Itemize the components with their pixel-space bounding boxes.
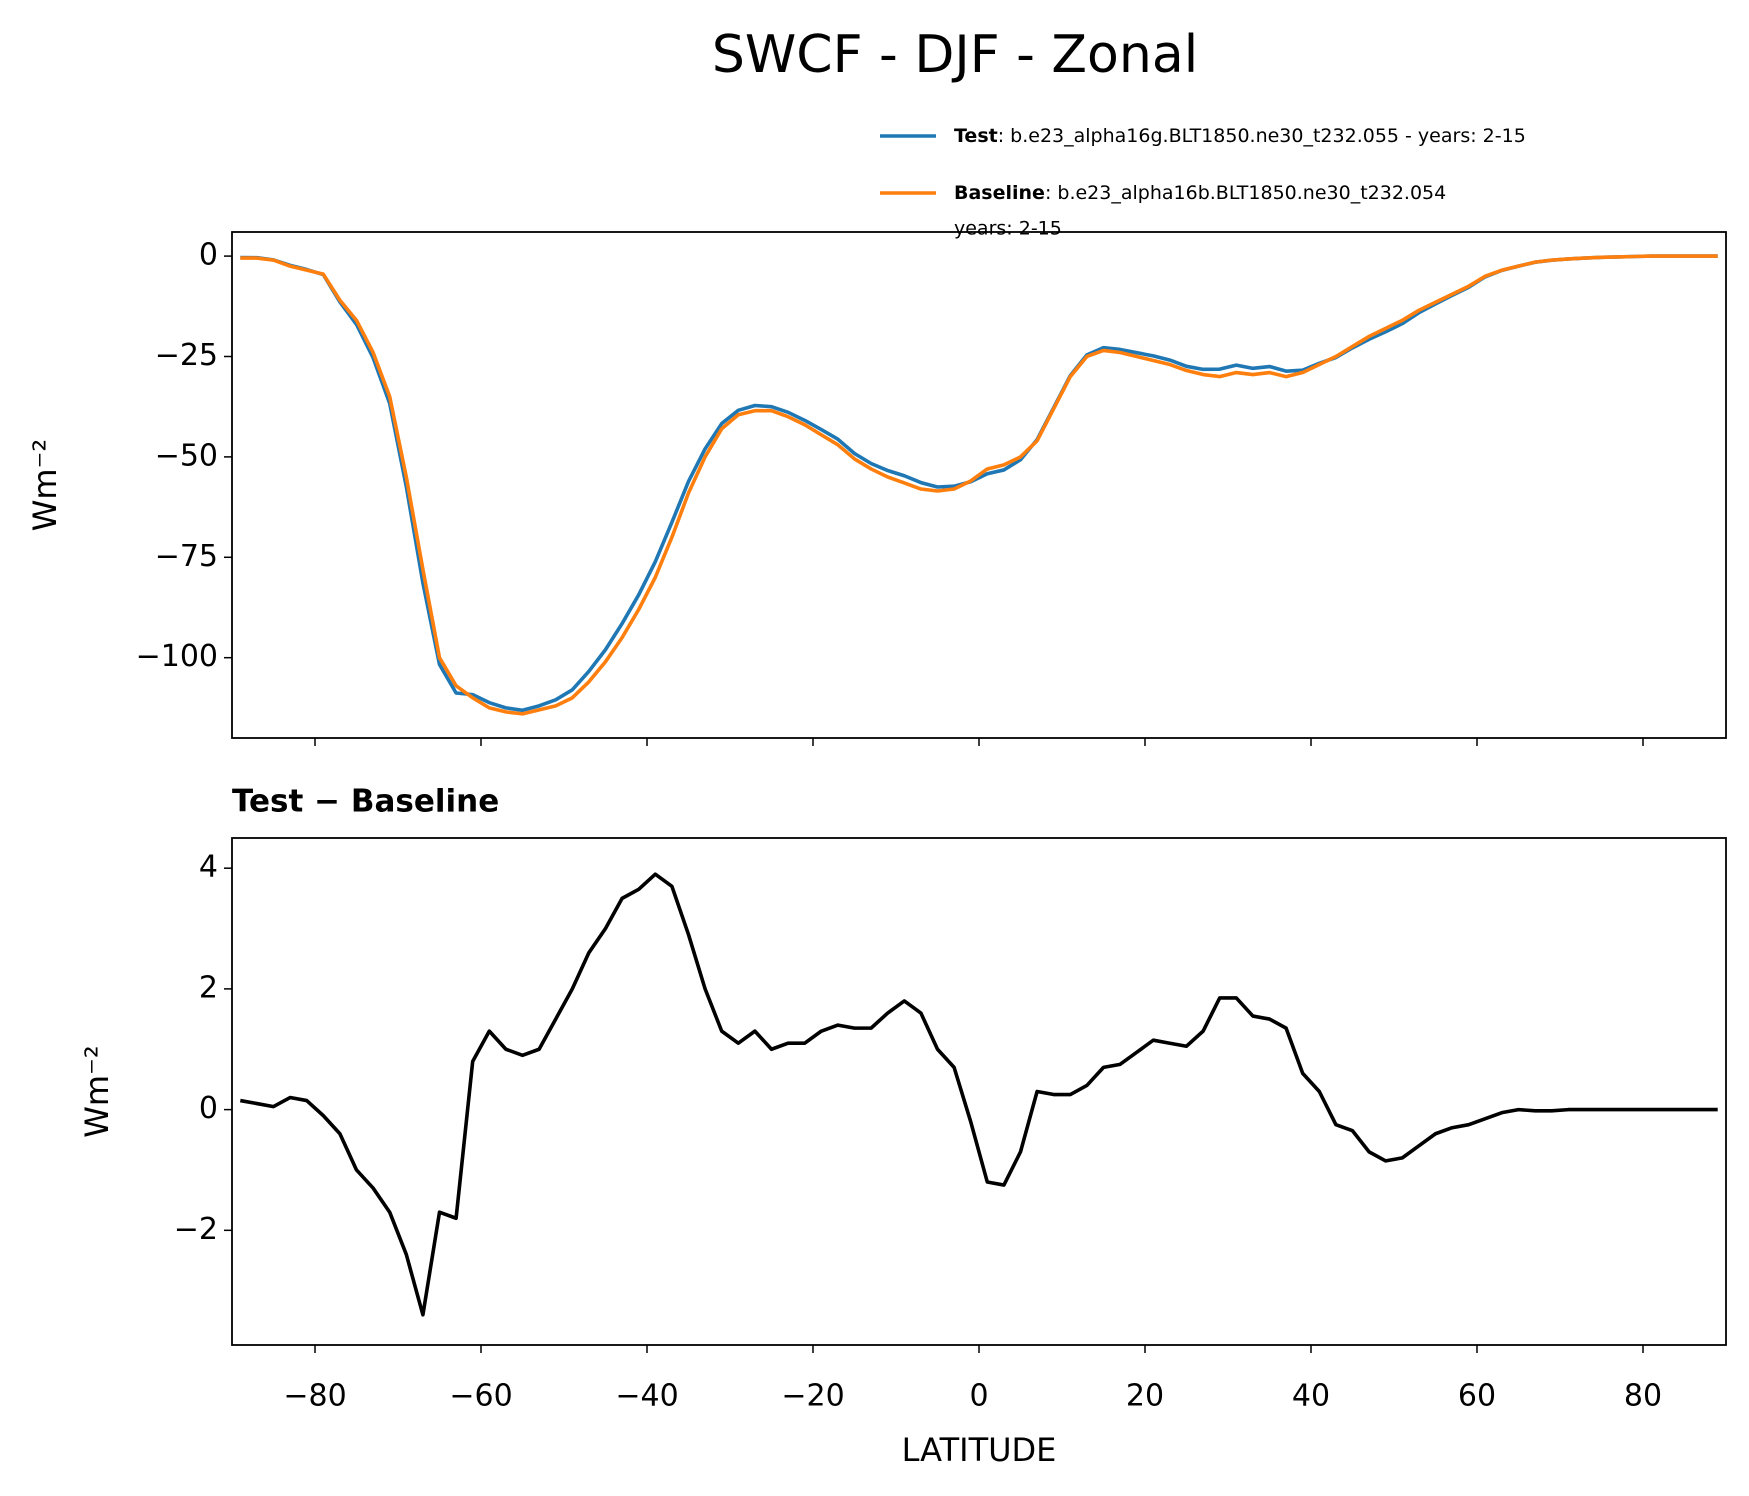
series-line [239,872,1718,1317]
axes-frame [231,837,1727,1346]
axes-frame [231,231,1727,739]
x-tick-label: 40 [1292,1379,1330,1414]
series-line [240,254,1718,716]
legend-name: Test [954,125,998,147]
subplot-title: Test − Baseline [232,784,499,820]
legend-text: : b.e23_alpha16g.BLT1850.ne30_t232.055 -… [998,125,1526,147]
x-tick-label: 60 [1458,1379,1496,1414]
figure-title: SWCF - DJF - Zonal [712,25,1198,85]
x-axis-label: LATITUDE [902,1431,1057,1469]
x-tick-label: 80 [1624,1379,1662,1414]
x-tick-label: 0 [969,1379,988,1414]
y-tick-label: −50 [155,438,218,473]
x-tick-label: −20 [781,1379,844,1414]
legend-label: Baseline: b.e23_alpha16b.BLT1850.ne30_t2… [954,182,1446,204]
legend-text: : b.e23_alpha16b.BLT1850.ne30_t232.054 [1045,182,1446,204]
y-tick-label: −2 [174,1212,218,1247]
y-tick-label: −75 [155,539,218,574]
y-tick-label: −25 [155,338,218,373]
x-tick-label: 20 [1126,1379,1164,1414]
legend-label: years: 2-15 [954,218,1062,240]
x-tick-label: −40 [615,1379,678,1414]
legend-name: Baseline [954,182,1045,204]
y-axis-label: Wm⁻² [26,439,64,532]
y-tick-label: 2 [199,970,218,1005]
legend-label: Test: b.e23_alpha16g.BLT1850.ne30_t232.0… [954,125,1526,147]
y-tick-label: 4 [199,850,218,885]
y-tick-label: 0 [199,1091,218,1126]
y-axis-label: Wm⁻² [78,1045,116,1138]
x-tick-label: −80 [283,1379,346,1414]
x-tick-label: −60 [449,1379,512,1414]
y-tick-label: −100 [136,639,218,674]
y-tick-label: 0 [199,238,218,273]
